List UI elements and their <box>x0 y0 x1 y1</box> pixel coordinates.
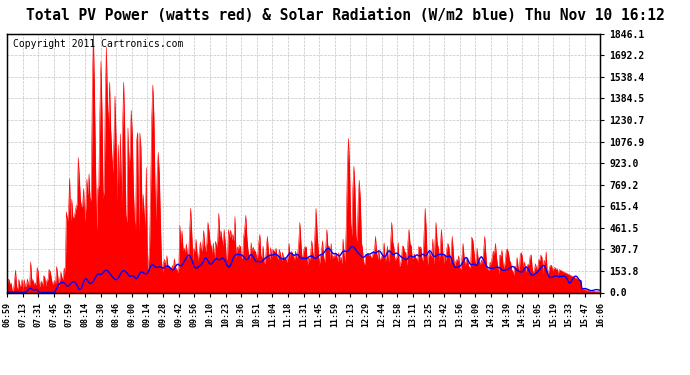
Text: Total PV Power (watts red) & Solar Radiation (W/m2 blue) Thu Nov 10 16:12: Total PV Power (watts red) & Solar Radia… <box>26 8 664 22</box>
Text: Copyright 2011 Cartronics.com: Copyright 2011 Cartronics.com <box>13 39 184 49</box>
